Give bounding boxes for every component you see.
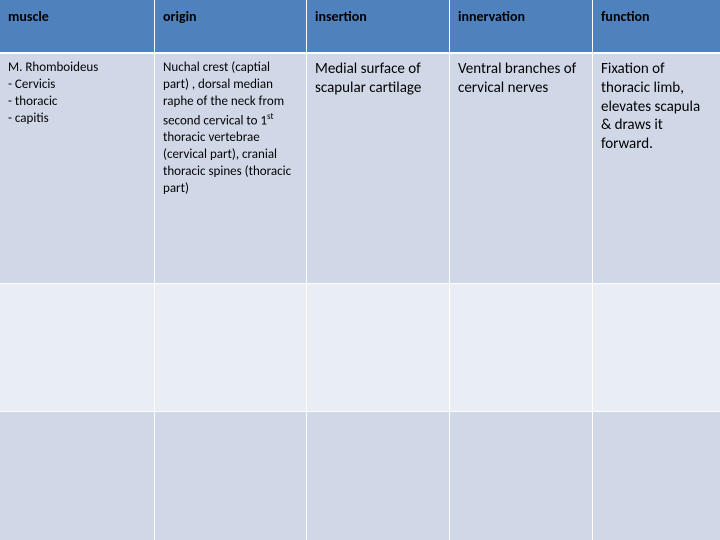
muscle-text: M. Rhomboideus - Cervicis - thoracic - c… (8, 60, 146, 128)
cell-innervation: Ventral branches of cervical nerves (450, 54, 593, 284)
col-header-origin: origin (155, 0, 307, 54)
origin-text: Nuchal crest (captial part) , dorsal med… (163, 60, 298, 197)
cell-muscle (0, 412, 155, 540)
cell-function (593, 284, 720, 412)
cell-function (593, 412, 720, 540)
table-row: M. Rhomboideus - Cervicis - thoracic - c… (0, 54, 720, 284)
cell-muscle (0, 284, 155, 412)
table-row (0, 284, 720, 412)
col-header-label: function (601, 8, 650, 25)
col-header-innervation: innervation (450, 0, 593, 54)
col-header-insertion: insertion (307, 0, 450, 54)
table-row (0, 412, 720, 540)
col-header-muscle: muscle (0, 0, 155, 54)
cell-insertion (307, 284, 450, 412)
cell-innervation (450, 412, 593, 540)
origin-superscript: st (267, 111, 274, 122)
origin-part-2: thoracic vertebrae (cervical part), cran… (163, 130, 291, 196)
col-header-label: muscle (8, 8, 49, 25)
col-header-function: function (593, 0, 720, 54)
innervation-text: Ventral branches of cervical nerves (458, 60, 584, 98)
cell-origin: Nuchal crest (captial part) , dorsal med… (155, 54, 307, 284)
insertion-text: Medial surface of scapular cartilage (315, 60, 441, 98)
cell-origin (155, 412, 307, 540)
muscle-table: muscle origin insertion innervation func… (0, 0, 720, 540)
col-header-label: origin (163, 8, 197, 25)
cell-insertion (307, 412, 450, 540)
origin-part-1: Nuchal crest (captial part) , dorsal med… (163, 60, 284, 128)
cell-innervation (450, 284, 593, 412)
col-header-label: innervation (458, 8, 525, 25)
col-header-label: insertion (315, 8, 367, 25)
cell-insertion: Medial surface of scapular cartilage (307, 54, 450, 284)
cell-origin (155, 284, 307, 412)
function-text: Fixation of thoracic limb, elevates scap… (601, 60, 712, 154)
table-header-row: muscle origin insertion innervation func… (0, 0, 720, 54)
cell-function: Fixation of thoracic limb, elevates scap… (593, 54, 720, 284)
cell-muscle: M. Rhomboideus - Cervicis - thoracic - c… (0, 54, 155, 284)
